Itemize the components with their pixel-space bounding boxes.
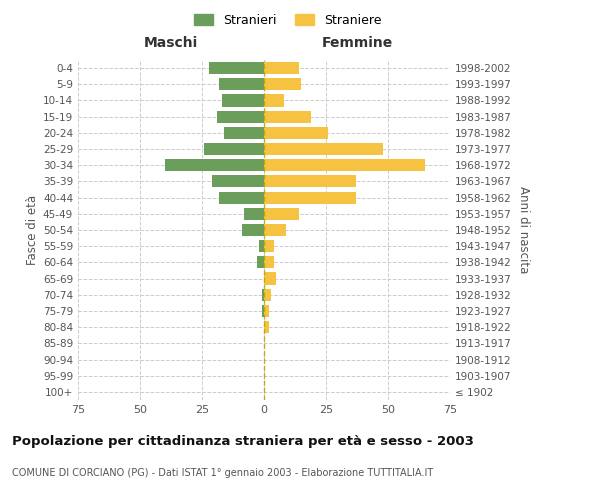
Bar [257,256,264,268]
Bar [262,288,264,301]
Y-axis label: Anni di nascita: Anni di nascita [517,186,530,274]
Bar [220,78,264,90]
Bar [264,240,274,252]
Bar [264,256,274,268]
Bar [264,94,284,106]
Bar [264,159,425,172]
Bar [264,62,299,74]
Bar [264,176,356,188]
Bar [264,127,328,139]
Legend: Stranieri, Straniere: Stranieri, Straniere [190,8,386,32]
Text: COMUNE DI CORCIANO (PG) - Dati ISTAT 1° gennaio 2003 - Elaborazione TUTTITALIA.I: COMUNE DI CORCIANO (PG) - Dati ISTAT 1° … [12,468,433,477]
Y-axis label: Fasce di età: Fasce di età [26,195,39,265]
Bar [262,305,264,317]
Text: Maschi: Maschi [144,36,198,50]
Bar [264,143,383,155]
Bar [165,159,264,172]
Bar [224,127,264,139]
Bar [242,224,264,236]
Text: Popolazione per cittadinanza straniera per età e sesso - 2003: Popolazione per cittadinanza straniera p… [12,435,474,448]
Bar [264,110,311,122]
Bar [264,321,269,333]
Bar [264,224,286,236]
Bar [264,305,269,317]
Bar [217,110,264,122]
Bar [212,176,264,188]
Bar [264,208,299,220]
Bar [264,288,271,301]
Bar [205,143,264,155]
Bar [209,62,264,74]
Text: Femmine: Femmine [322,36,392,50]
Bar [244,208,264,220]
Bar [264,78,301,90]
Bar [264,192,356,203]
Bar [264,272,277,284]
Bar [220,192,264,203]
Bar [222,94,264,106]
Bar [259,240,264,252]
